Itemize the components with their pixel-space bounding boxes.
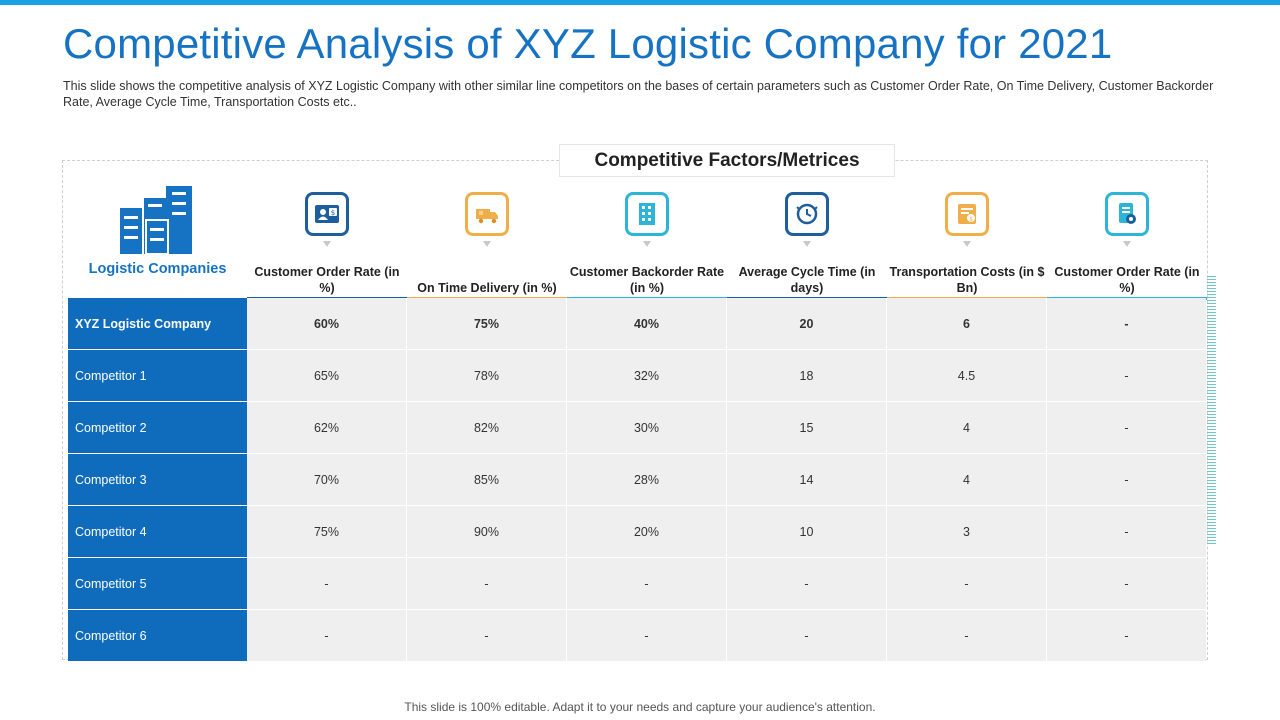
companies-header: Logistic Companies: [68, 180, 247, 298]
customer-order-icon: [1105, 192, 1149, 236]
table-cell: 20%: [567, 506, 727, 558]
table-cell: 65%: [247, 350, 407, 402]
page-title: Competitive Analysis of XYZ Logistic Com…: [63, 20, 1113, 67]
table-cell: 4: [887, 402, 1047, 454]
column-label: Customer Backorder Rate (in %): [569, 265, 725, 295]
table-cell: 90%: [407, 506, 567, 558]
top-accent-bar: [0, 0, 1280, 5]
factors-title: Competitive Factors/Metrices: [559, 144, 895, 177]
column-label: Average Cycle Time (in days): [738, 265, 876, 295]
table-cell: 4.5: [887, 350, 1047, 402]
table-cell: 82%: [407, 402, 567, 454]
table-cell: -: [567, 610, 727, 662]
table-cell: 3: [887, 506, 1047, 558]
transport-cost-icon: $: [945, 192, 989, 236]
table-cell: -: [1047, 558, 1206, 610]
row-name: XYZ Logistic Company: [68, 298, 247, 350]
table-cell: 6: [887, 298, 1047, 350]
row-name: Competitor 3: [68, 454, 247, 506]
pointer-arrow: [483, 241, 491, 247]
pointer-arrow: [643, 241, 651, 247]
table-cell: -: [1047, 454, 1206, 506]
table-cell: 78%: [407, 350, 567, 402]
column-header-2: On Time Delivery (in %): [407, 180, 567, 300]
cycle-clock-icon: [785, 192, 829, 236]
table-row: Competitor 5 - - - - - -: [68, 558, 1206, 610]
pointer-arrow: [963, 241, 971, 247]
companies-label: Logistic Companies: [88, 261, 227, 277]
table-cell: 75%: [407, 298, 567, 350]
svg-text:$: $: [969, 216, 973, 223]
comparison-table: XYZ Logistic Company 60% 75% 40% 20 6 - …: [68, 298, 1206, 662]
table-row: Competitor 1 65% 78% 32% 18 4.5 -: [68, 350, 1206, 402]
table-cell: -: [887, 610, 1047, 662]
side-decoration: [1207, 276, 1216, 546]
table-cell: 30%: [567, 402, 727, 454]
table-cell: 20: [727, 298, 887, 350]
row-name: Competitor 2: [68, 402, 247, 454]
table-row: Competitor 3 70% 85% 28% 14 4 -: [68, 454, 1206, 506]
table-cell: -: [247, 610, 407, 662]
table-cell: 75%: [247, 506, 407, 558]
table-row: XYZ Logistic Company 60% 75% 40% 20 6 -: [68, 298, 1206, 350]
table-cell: -: [247, 558, 407, 610]
table-cell: -: [407, 610, 567, 662]
table-cell: -: [1047, 402, 1206, 454]
pointer-arrow: [1123, 241, 1131, 247]
delivery-truck-icon: [465, 192, 509, 236]
column-header-3: Customer Backorder Rate (in %): [567, 180, 727, 300]
page-subtitle: This slide shows the competitive analysi…: [63, 79, 1214, 109]
table-cell: -: [887, 558, 1047, 610]
table-cell: 14: [727, 454, 887, 506]
table-cell: -: [567, 558, 727, 610]
table-cell: -: [1047, 610, 1206, 662]
row-name: Competitor 5: [68, 558, 247, 610]
table-cell: 62%: [247, 402, 407, 454]
row-name: Competitor 4: [68, 506, 247, 558]
table-cell: -: [1047, 506, 1206, 558]
table-cell: -: [407, 558, 567, 610]
table-cell: 85%: [407, 454, 567, 506]
column-header-6: Customer Order Rate (in %): [1047, 180, 1207, 300]
table-row: Competitor 6 - - - - - -: [68, 610, 1206, 662]
svg-text:$: $: [331, 209, 335, 217]
table-cell: -: [1047, 298, 1206, 350]
row-name: Competitor 6: [68, 610, 247, 662]
row-name: Competitor 1: [68, 350, 247, 402]
table-row: Competitor 2 62% 82% 30% 15 4 -: [68, 402, 1206, 454]
customer-id-icon: $: [305, 192, 349, 236]
table-cell: -: [1047, 350, 1206, 402]
table-cell: 60%: [247, 298, 407, 350]
building-icon: [120, 186, 192, 254]
column-label: Customer Order Rate (in %): [254, 265, 400, 295]
column-header-4: Average Cycle Time (in days): [727, 180, 887, 300]
column-header-5: $ Transportation Costs (in $ Bn): [887, 180, 1047, 300]
table-row: Competitor 4 75% 90% 20% 10 3 -: [68, 506, 1206, 558]
pointer-arrow: [323, 241, 331, 247]
table-cell: -: [727, 610, 887, 662]
table-cell: 4: [887, 454, 1047, 506]
table-cell: -: [727, 558, 887, 610]
footer-note: This slide is 100% editable. Adapt it to…: [404, 700, 876, 714]
table-cell: 32%: [567, 350, 727, 402]
backorder-building-icon: [625, 192, 669, 236]
column-header-1: $ Customer Order Rate (in %): [247, 180, 407, 300]
table-cell: 18: [727, 350, 887, 402]
column-label: On Time Delivery (in %): [417, 281, 557, 295]
table-cell: 15: [727, 402, 887, 454]
table-cell: 28%: [567, 454, 727, 506]
pointer-arrow: [803, 241, 811, 247]
table-cell: 40%: [567, 298, 727, 350]
table-cell: 10: [727, 506, 887, 558]
column-label: Customer Order Rate (in %): [1054, 265, 1200, 295]
table-cell: 70%: [247, 454, 407, 506]
column-label: Transportation Costs (in $ Bn): [889, 265, 1045, 295]
